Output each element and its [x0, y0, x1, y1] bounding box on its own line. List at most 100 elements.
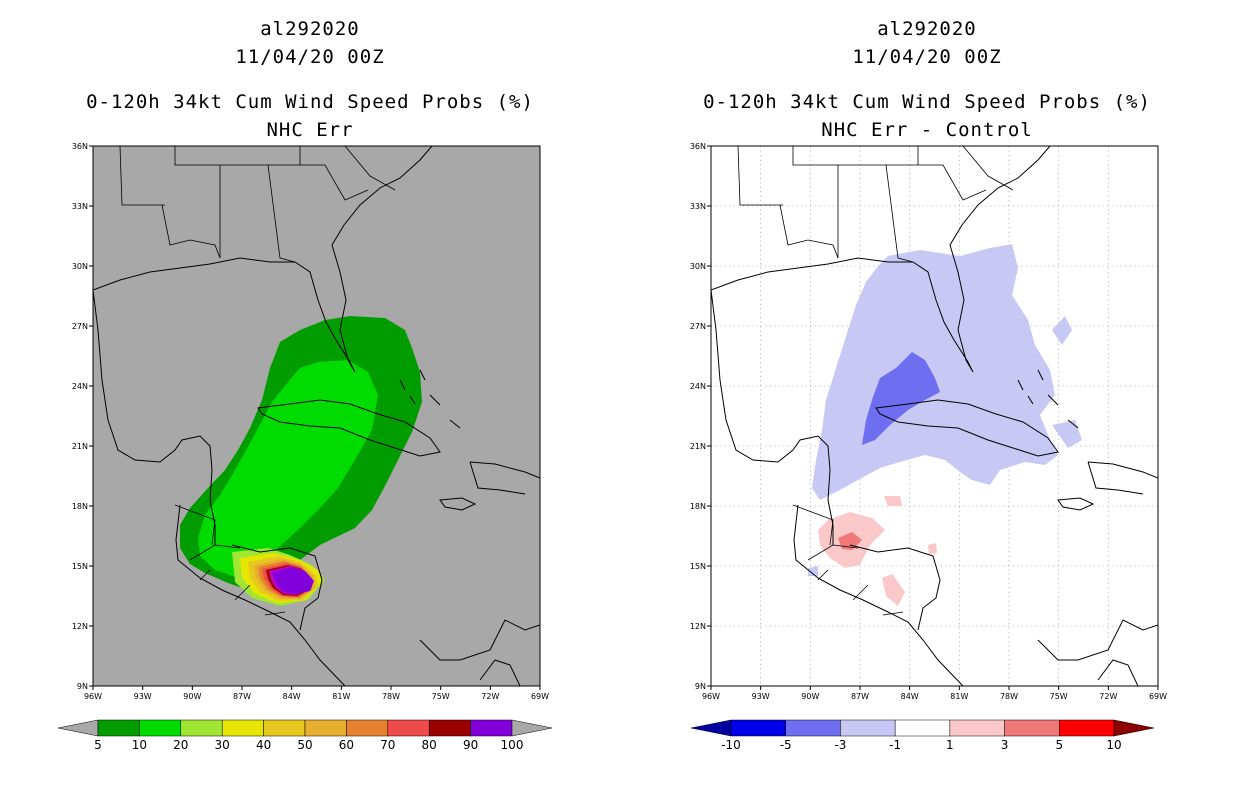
x-tick-label: 96W: [84, 692, 102, 701]
colorbar-label: 20: [173, 738, 188, 752]
colorbar-label: 40: [256, 738, 271, 752]
right-colorbar: -10 -5 -3 -1 1 3 5 10: [690, 719, 1155, 752]
right-coastlines: [711, 146, 1158, 686]
colorbar-label: 80: [422, 738, 437, 752]
left-axis-ticks: 96W 93W 90W 87W 84W 81W 78W 75W 72W 69W 9N 12N 15N 18…: [72, 142, 549, 701]
x-tick-label: 78W: [382, 692, 400, 701]
diff-region-1-to-3-d: [928, 543, 937, 555]
prob-region-100: [272, 567, 314, 594]
colorbar-swatch: [428, 719, 471, 737]
x-tick-label: 84W: [283, 692, 301, 701]
left-product-title: 0-120h 34kt Cum Wind Speed Probs (%): [86, 91, 534, 113]
y-tick-label: 18N: [72, 502, 88, 511]
x-tick-label: 81W: [332, 692, 350, 701]
x-tick-label: 93W: [134, 692, 152, 701]
x-tick-label: 96W: [702, 692, 720, 701]
colorbar-label: 30: [215, 738, 230, 752]
colorbar-label: 70: [380, 738, 395, 752]
colorbar-label: -3: [834, 738, 846, 752]
colorbar-label: 60: [339, 738, 354, 752]
left-map-frame: [92, 145, 541, 687]
diff-region-minus3-to-minus5: [862, 352, 940, 445]
colorbar-swatch: [139, 719, 182, 737]
colorbar-label: 10: [1106, 738, 1121, 752]
x-tick-label: 78W: [1000, 692, 1018, 701]
right-subtitle: NHC Err - Control: [821, 119, 1033, 141]
x-tick-label: 90W: [183, 692, 201, 701]
colorbar-swatch: [894, 719, 951, 737]
x-tick-label: 72W: [481, 692, 499, 701]
colorbar-over-triangle: [511, 719, 553, 737]
colorbar-swatch: [1004, 719, 1060, 737]
colorbar-label: 1: [946, 738, 954, 752]
right-init-time: 11/04/20 00Z: [852, 46, 1002, 68]
right-axis-ticks: 96W 93W 90W 87W 84W 81W 78W 75W 72W 69W 9N 12N 15N 18…: [690, 142, 1167, 701]
colorbar-label: 5: [94, 738, 102, 752]
diff-region-minus1-to-minus3-east: [1052, 316, 1072, 345]
prob-region-10: [198, 360, 378, 578]
x-tick-label: 84W: [901, 692, 919, 701]
colorbar-swatch: [304, 719, 347, 737]
right-product-title: 0-120h 34kt Cum Wind Speed Probs (%): [703, 91, 1151, 113]
colorbar-over-triangle: [1113, 719, 1155, 737]
x-tick-label: 81W: [950, 692, 968, 701]
colorbar-label: -5: [780, 738, 792, 752]
right-map-panel: 96W 93W 90W 87W 84W 81W 78W 75W 72W 69W 9N 12N 15N 18…: [690, 142, 1167, 701]
y-tick-label: 24N: [690, 382, 706, 391]
colorbar-under-triangle: [690, 719, 732, 737]
colorbar-label: 50: [297, 738, 312, 752]
colorbar-under-triangle: [57, 719, 99, 737]
left-colorbar: 5 10 20 30 40 50 60 70 80 90 100: [57, 719, 553, 752]
colorbar-swatch: [346, 719, 389, 737]
colorbar-swatch: [387, 719, 430, 737]
colorbar-label: 90: [463, 738, 478, 752]
x-tick-label: 75W: [432, 692, 450, 701]
y-tick-label: 33N: [690, 202, 706, 211]
y-tick-label: 15N: [690, 562, 706, 571]
colorbar-label: 10: [132, 738, 147, 752]
y-tick-label: 9N: [695, 682, 706, 691]
colorbar-swatch: [840, 719, 896, 737]
colorbar-swatch: [263, 719, 306, 737]
x-tick-label: 75W: [1050, 692, 1068, 701]
left-map-panel: 96W 93W 90W 87W 84W 81W 78W 75W 72W 69W 9N 12N 15N 18…: [72, 142, 549, 701]
colorbar-swatch: [180, 719, 223, 737]
left-borders: [119, 146, 396, 616]
y-tick-label: 30N: [690, 262, 706, 271]
colorbar-label: 5: [1055, 738, 1063, 752]
colorbar-swatch: [785, 719, 841, 737]
right-storm-id: al292020: [877, 18, 977, 40]
left-probability-field: [93, 146, 540, 686]
left-init-time: 11/04/20 00Z: [235, 46, 385, 68]
x-tick-label: 93W: [752, 692, 770, 701]
y-tick-label: 30N: [72, 262, 88, 271]
colorbar-label: -1: [889, 738, 901, 752]
diff-region-3-to-5: [838, 532, 862, 550]
diff-region-1-to-3-c: [882, 574, 905, 606]
x-tick-label: 72W: [1099, 692, 1117, 701]
y-tick-label: 27N: [72, 322, 88, 331]
y-tick-label: 21N: [72, 442, 88, 451]
y-tick-label: 15N: [72, 562, 88, 571]
x-tick-label: 69W: [1149, 692, 1167, 701]
left-subtitle: NHC Err: [266, 119, 354, 141]
y-tick-label: 21N: [690, 442, 706, 451]
diff-region-minus1-to-minus3-small: [808, 566, 818, 576]
colorbar-swatch: [221, 719, 264, 737]
x-tick-label: 69W: [531, 692, 549, 701]
y-tick-label: 24N: [72, 382, 88, 391]
colorbar-swatch: [1059, 719, 1115, 737]
y-tick-label: 33N: [72, 202, 88, 211]
y-tick-label: 36N: [690, 142, 706, 151]
y-tick-label: 12N: [72, 622, 88, 631]
x-tick-label: 90W: [801, 692, 819, 701]
colorbar-swatch: [470, 719, 513, 737]
diff-region-minus1-to-minus3-east2: [1052, 420, 1082, 448]
diff-region-1-to-3-b: [884, 496, 902, 506]
left-coastlines: [93, 146, 540, 686]
x-tick-label: 87W: [851, 692, 869, 701]
colorbar-swatch: [730, 719, 786, 737]
colorbar-swatch: [97, 719, 140, 737]
colorbar-label: 100: [501, 738, 524, 752]
